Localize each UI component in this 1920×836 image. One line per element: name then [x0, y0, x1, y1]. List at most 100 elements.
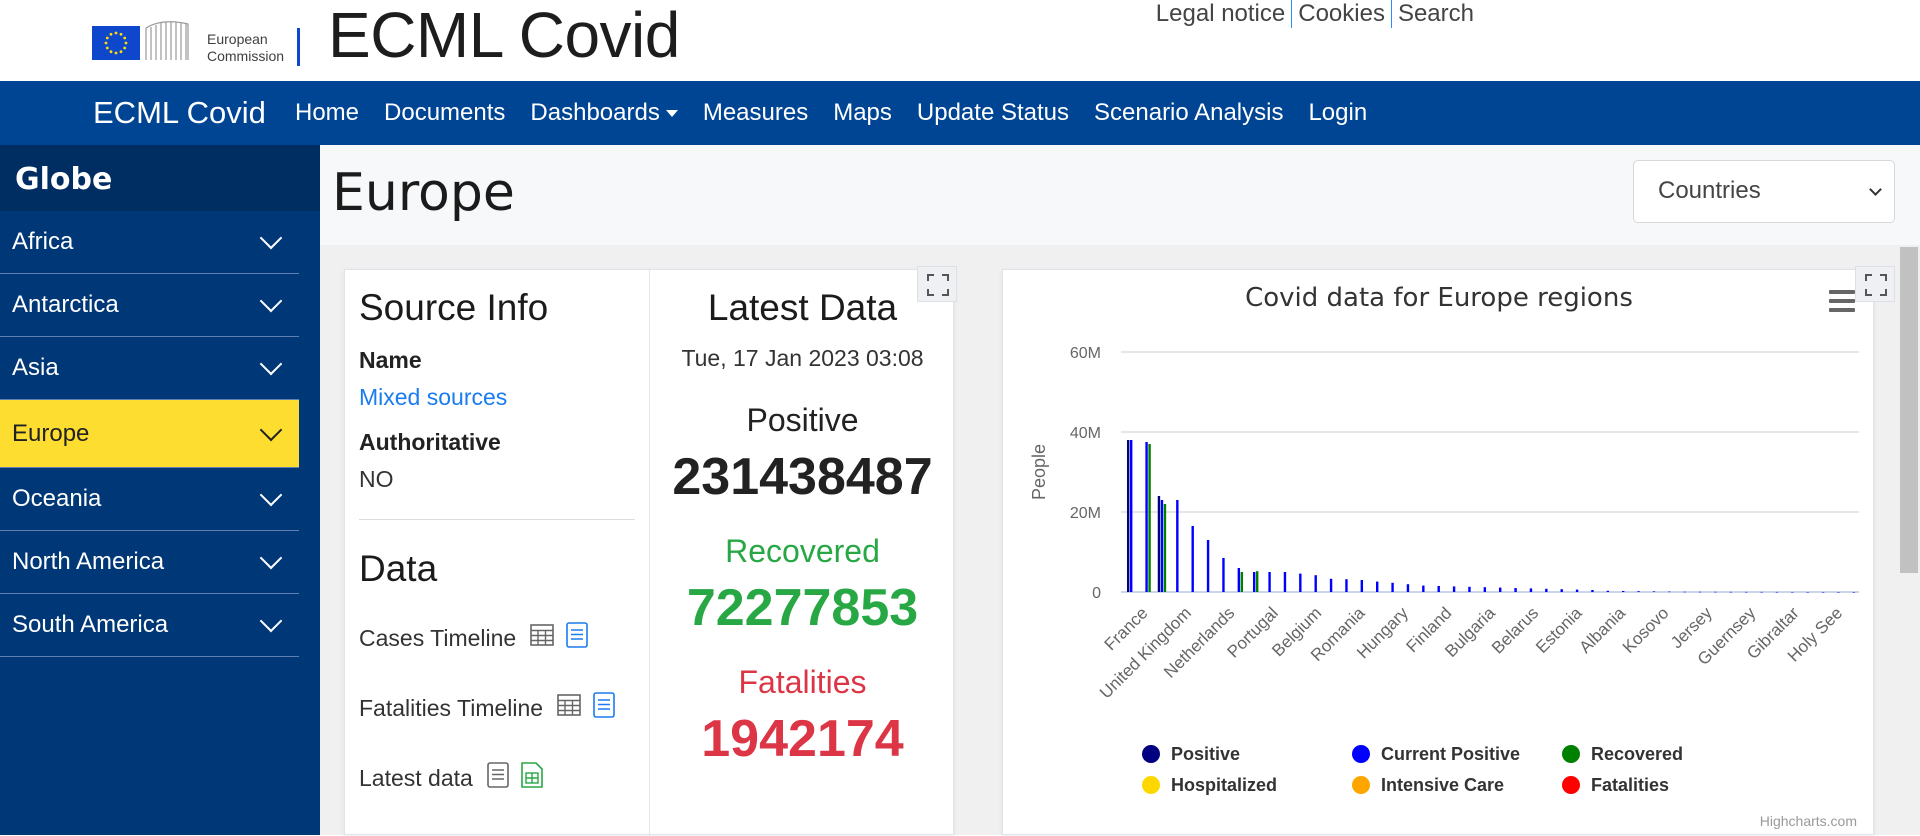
sidebar-item-north-america[interactable]: North America	[0, 531, 299, 594]
bar-current-positive	[1591, 590, 1594, 592]
nav-scenario-analysis[interactable]: Scenario Analysis	[1094, 99, 1283, 127]
bar-positive	[1157, 496, 1161, 592]
source-info-panel: Source Info Name Mixed sources Authorita…	[345, 270, 650, 836]
european-commission-logo[interactable]: European Commission	[92, 8, 300, 66]
table-icon[interactable]	[530, 624, 555, 652]
bar-current-positive	[1391, 582, 1394, 592]
y-tick-label: 0	[1092, 585, 1101, 602]
sidebar-item-antarctica[interactable]: Antarctica	[0, 274, 299, 337]
nav-home-label: Home	[295, 99, 360, 126]
chart-credit[interactable]: Highcharts.com	[1759, 813, 1857, 829]
bar-current-positive	[1698, 591, 1702, 593]
chart-menu-icon[interactable]	[1829, 290, 1855, 312]
main-content: Europe Countries Source Info Name Mixed …	[320, 145, 1920, 836]
nav-documents[interactable]: Documents	[384, 99, 505, 127]
cases-timeline-row: Cases Timeline	[359, 616, 635, 660]
bar-recovered	[1256, 571, 1259, 592]
chart-title: Covid data for Europe regions	[1245, 283, 1633, 313]
bar-current-positive	[1483, 587, 1487, 592]
bar-current-positive	[1683, 591, 1686, 593]
bar-current-positive	[1452, 586, 1456, 592]
chevron-down-icon	[1869, 183, 1882, 196]
chevron-down-icon	[259, 609, 283, 633]
bar-current-positive	[1437, 586, 1440, 592]
nav-maps[interactable]: Maps	[833, 99, 892, 127]
spreadsheet-icon[interactable]	[521, 762, 543, 794]
bar-current-positive	[1191, 526, 1194, 592]
search-link[interactable]: Search	[1390, 0, 1480, 28]
vertical-scrollbar[interactable]	[1898, 245, 1920, 835]
x-tick-label: Belarus	[1488, 603, 1542, 657]
bar-recovered	[1148, 444, 1151, 592]
y-axis-label: People	[1029, 444, 1049, 500]
navbar-brand[interactable]: ECML Covid	[93, 95, 266, 130]
bar-current-positive	[1176, 500, 1179, 592]
nav-update-status[interactable]: Update Status	[917, 99, 1069, 127]
scrollbar-thumb[interactable]	[1900, 247, 1918, 573]
sidebar-item-africa[interactable]: Africa	[0, 211, 299, 274]
region-type-select[interactable]: Countries	[1633, 160, 1895, 223]
fullscreen-icon	[1865, 274, 1887, 296]
nav-items: Home Documents Dashboards Measures Maps …	[295, 81, 1392, 145]
nav-update-status-label: Update Status	[916, 99, 1070, 126]
x-tick-label: Kosovo	[1619, 603, 1673, 657]
authoritative-label: Authoritative	[359, 429, 501, 455]
document-icon[interactable]	[566, 622, 589, 654]
table-icon[interactable]	[557, 694, 581, 722]
bar-current-positive	[1852, 591, 1856, 593]
bar-current-positive	[1545, 588, 1548, 592]
top-links: Legal notice Cookies Search	[1150, 0, 1480, 28]
nav-login[interactable]: Login	[1308, 99, 1367, 127]
sidebar-item-oceania[interactable]: Oceania	[0, 468, 299, 531]
chevron-down-icon	[259, 352, 283, 376]
latest-data-heading: Latest Data	[707, 287, 898, 328]
fatalities-timeline-row: Fatalities Timeline	[359, 686, 635, 730]
bar-current-positive	[1606, 590, 1610, 592]
source-info-heading: Source Info	[359, 287, 549, 328]
expand-chart-button[interactable]	[1855, 266, 1895, 302]
sidebar-item-south-america[interactable]: South America	[0, 594, 299, 657]
bar-recovered	[1163, 504, 1167, 592]
x-tick-label: Estonia	[1532, 603, 1586, 657]
bar-current-positive	[1652, 591, 1656, 592]
ec-logo-line1: European	[207, 31, 268, 47]
sidebar-item-label: Oceania	[12, 485, 102, 512]
sidebar-item-asia[interactable]: Asia	[0, 337, 299, 400]
sidebar-title[interactable]: Globe	[0, 145, 320, 211]
chevron-down-icon	[259, 483, 283, 507]
bar-current-positive	[1668, 591, 1671, 593]
bar-current-positive	[1529, 588, 1533, 592]
nav-measures[interactable]: Measures	[703, 99, 808, 127]
expand-info-button[interactable]	[917, 266, 957, 302]
fullscreen-icon	[927, 274, 949, 296]
region-sidebar: Globe Africa Antarctica Asia Europe Ocea…	[0, 145, 320, 835]
latest-data-row: Latest data	[359, 756, 635, 800]
nav-dashboards-dropdown[interactable]: Dashboards	[530, 99, 678, 127]
bar-current-positive	[1729, 591, 1733, 593]
bar-current-positive	[1514, 588, 1517, 592]
cases-timeline-label: Cases Timeline	[359, 624, 517, 651]
bar-current-positive	[1145, 442, 1148, 592]
chevron-down-icon	[259, 418, 283, 441]
bar-current-positive	[1422, 585, 1425, 592]
chevron-down-icon	[259, 226, 283, 250]
sidebar-item-label: Antarctica	[12, 291, 119, 318]
source-name-link[interactable]: Mixed sources	[359, 384, 508, 410]
nav-measures-label: Measures	[702, 99, 809, 126]
sidebar-item-europe[interactable]: Europe	[0, 400, 299, 468]
site-header: European Commission ECML Covid Legal not…	[0, 0, 1920, 81]
bar-current-positive	[1791, 591, 1794, 593]
document-icon[interactable]	[593, 692, 615, 724]
document-icon[interactable]	[487, 762, 509, 794]
y-tick-label: 20M	[1070, 505, 1101, 522]
legend-marker	[1142, 745, 1160, 763]
bar-current-positive	[1745, 591, 1748, 593]
ec-logo-text: European Commission	[207, 31, 284, 65]
chevron-down-icon	[259, 289, 283, 313]
sidebar-item-label: South America	[12, 611, 169, 638]
legal-notice-link[interactable]: Legal notice	[1155, 0, 1286, 27]
cookies-link[interactable]: Cookies	[1291, 0, 1391, 28]
positive-label: Positive	[746, 402, 859, 438]
bar-current-positive	[1406, 584, 1410, 592]
nav-home[interactable]: Home	[295, 99, 359, 127]
